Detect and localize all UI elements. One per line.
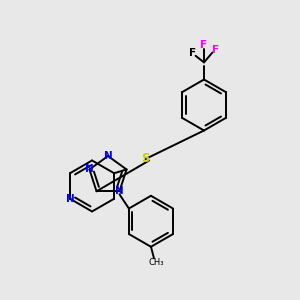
Text: F: F <box>200 40 208 50</box>
Text: F: F <box>189 48 196 59</box>
Text: CH₃: CH₃ <box>148 258 164 267</box>
Text: N: N <box>66 194 74 204</box>
Text: N: N <box>115 186 124 196</box>
Text: N: N <box>103 151 112 161</box>
Text: F: F <box>212 45 219 56</box>
Text: S: S <box>141 152 150 166</box>
Text: N: N <box>85 164 94 175</box>
